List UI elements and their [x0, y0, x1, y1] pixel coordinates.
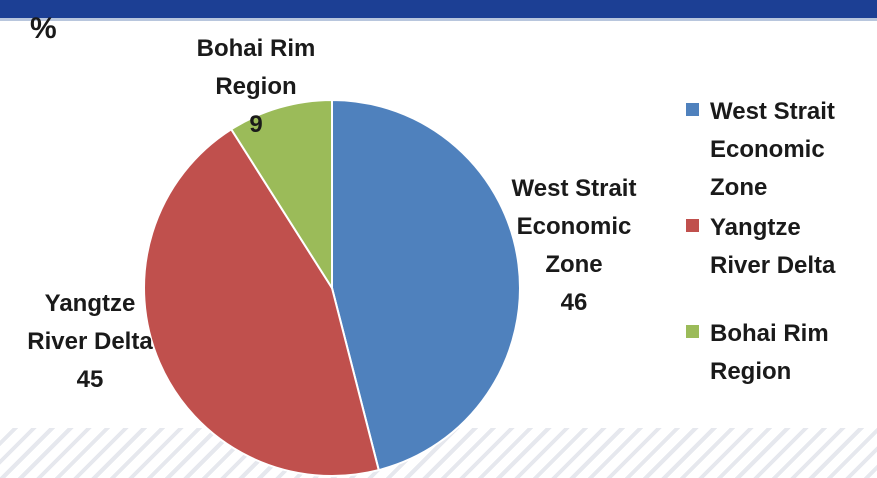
- legend: West Strait Economic Zone Yangtze River …: [686, 93, 876, 393]
- slice-label-west-strait: West Strait Economic Zone 46: [512, 175, 637, 316]
- legend-item-bohai: Bohai Rim Region: [686, 315, 876, 391]
- legend-label-bohai: Bohai Rim Region: [710, 320, 829, 385]
- pie-slice-bohai: [229, 98, 333, 292]
- slice-label-bohai: Bohai Rim Region 9: [197, 35, 316, 138]
- legend-swatch-bohai: [686, 325, 699, 338]
- legend-item-yangtze: Yangtze River Delta: [686, 209, 876, 285]
- legend-label-west-strait: West Strait Economic Zone: [710, 98, 835, 201]
- legend-label-yangtze: Yangtze River Delta: [710, 214, 836, 279]
- pie-slice-west-strait: [331, 98, 521, 472]
- unit-label: %: [30, 12, 57, 45]
- legend-item-west-strait: West Strait Economic Zone: [686, 93, 876, 207]
- legend-swatch-yangtze: [686, 219, 699, 232]
- legend-swatch-west-strait: [686, 103, 699, 116]
- pie-slice-yangtze: [143, 127, 380, 477]
- header-band: [0, 0, 877, 21]
- slice-label-yangtze: Yangtze River Delta 45: [27, 290, 153, 393]
